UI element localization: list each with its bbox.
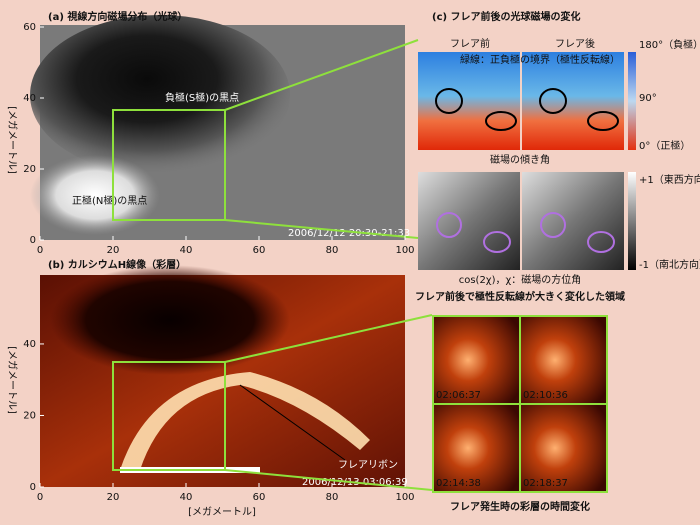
panel-b-title: (b) カルシウムH線像（彩層） [48,258,186,271]
before-label: フレア前 [450,37,490,50]
x-tick-label: 0 [37,245,43,256]
time-label: 02:10:36 [523,390,568,401]
azimuth-after [522,172,624,270]
x-tick-label: 40 [180,492,193,503]
y-tick-label: 20 [23,164,36,175]
x-tick-label: 80 [326,245,339,256]
azimuth-caption: cos(2χ)，χ：磁場の方位角 [459,273,582,286]
pointer [239,384,346,461]
regions [436,212,615,253]
y-axis-label: [メガメートル] [6,106,18,174]
inclination-after [522,52,624,150]
chromosphere-image [521,317,606,403]
x-tick-label: 60 [253,492,266,503]
y-tick-label: 60 [23,22,36,33]
scale-bottom: 0°（正極） [639,139,690,152]
colorbar [628,52,636,150]
ca-sunspot [50,265,290,375]
x-tick-label: 100 [395,245,414,256]
x-tick-label: 100 [395,492,414,503]
chromosphere-image [434,405,519,491]
sunspot-south [30,15,290,175]
x-tick-label: 20 [107,245,120,256]
after-label: フレア後 [555,37,595,50]
ribbon-label: フレアリボン [338,459,398,471]
x-tick-label: 60 [253,245,266,256]
x-tick-label: 0 [37,492,43,503]
panel-c-title: (c) フレア前後の光球磁場の変化 [432,10,581,23]
y-tick-label: 0 [30,482,36,493]
connectors [224,39,433,491]
y-tick-label: 40 [23,339,36,350]
y-tick-label: 20 [23,410,36,421]
inclination-before [418,52,520,150]
y-axis-label: [メガメートル] [6,346,18,414]
time-label: 02:14:38 [436,478,481,489]
zoom-box [112,109,226,221]
scale-top: 180°（負極） [639,38,700,51]
chromosphere-image [434,317,519,403]
inclination-caption: 磁場の傾き角 [490,153,550,166]
flare-ribbon [120,372,370,470]
zoom-box [112,361,226,471]
time-label: 02:06:37 [436,390,481,401]
scale-bottom: -1（南北方向） [639,258,700,271]
x-tick-label: 20 [107,492,120,503]
x-tick-label: 40 [180,245,193,256]
positive-label: 正極(N極)の黒点 [72,194,147,207]
y-tick-label: 40 [23,93,36,104]
scale-top: +1（東西方向） [639,173,700,186]
y-tick-label: 0 [30,235,36,246]
timestamp: 2006/12/12 20:30-21:33 [288,228,410,239]
sunspot-north [30,155,160,235]
azimuth-before [418,172,520,270]
panel-a-title: (a) 視線方向磁場分布（光球） [48,10,187,23]
negative-label: 負極(S極)の黒点 [165,91,239,104]
colorbar [628,172,636,270]
region-note: フレア前後で極性反転線が大きく変化した領域 [415,290,625,303]
scale-mid: 90° [639,93,657,104]
time-series: 02:06:37 02:10:36 02:14:38 02:18:37 [434,317,606,491]
axes: 0 20 40 60 80 100 0 20 40 60 0 20 40 60 80 100 0 20 40 [23,22,414,503]
chromosphere-image [521,405,606,491]
x-tick-label: 80 [326,492,339,503]
x-axis-label: [メガメートル] [188,506,256,518]
panel-d-caption: フレア発生時の彩層の時間変化 [450,500,590,513]
regions [435,88,619,131]
line-note: 緑線：正負極の境界（極性反転線） [460,53,620,66]
time-label: 02:18:37 [523,478,568,489]
